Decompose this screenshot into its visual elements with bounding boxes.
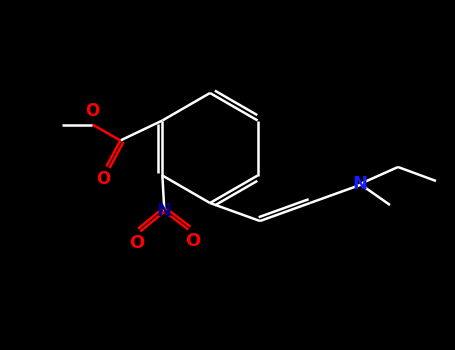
- Text: O: O: [85, 103, 100, 120]
- Text: N: N: [353, 175, 368, 193]
- Text: O: O: [96, 170, 111, 189]
- Text: N: N: [157, 203, 172, 220]
- Text: O: O: [185, 232, 200, 251]
- Text: O: O: [129, 234, 144, 252]
